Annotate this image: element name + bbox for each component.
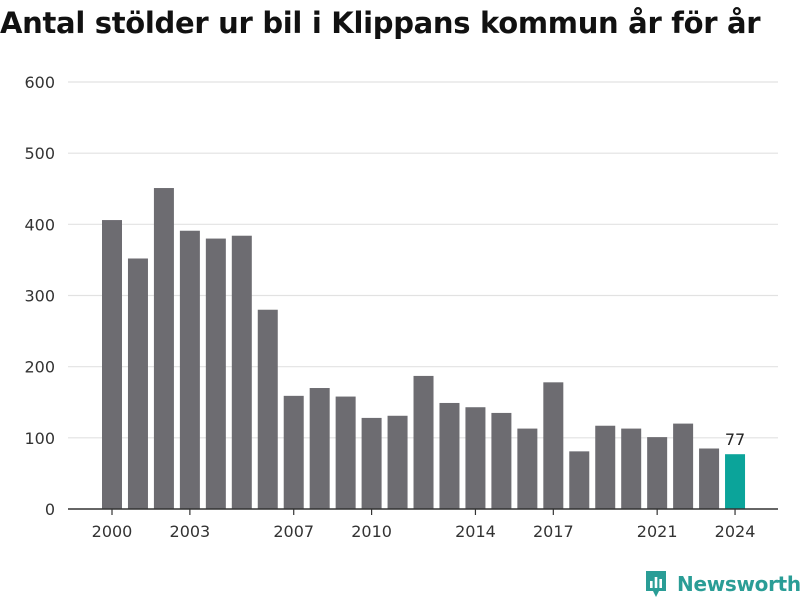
y-tick-label: 100	[24, 429, 55, 448]
x-tick-label: 2017	[533, 522, 574, 541]
brand-name: Newsworthy	[677, 572, 800, 596]
bar	[517, 429, 537, 509]
y-tick-label: 200	[24, 358, 55, 377]
bar	[258, 310, 278, 509]
y-tick-label: 0	[45, 500, 55, 519]
bar	[284, 396, 304, 509]
bar	[102, 220, 122, 509]
bar	[465, 407, 485, 509]
x-tick-label: 2014	[455, 522, 496, 541]
bar	[621, 429, 641, 509]
x-axis-ticks: 2000 2003 2007 2010 2014 2017 2021 2024	[92, 509, 756, 541]
bar	[414, 376, 434, 509]
x-tick-label: 2010	[351, 522, 392, 541]
bar	[154, 188, 174, 509]
y-tick-label: 600	[24, 73, 55, 92]
bar	[491, 413, 511, 509]
bar	[439, 403, 459, 509]
bar	[673, 424, 693, 509]
bar	[362, 418, 382, 509]
bar	[232, 236, 252, 509]
bar-chart: 0100200300400500600 77 2000 2003 2007 2010 2…	[0, 0, 800, 600]
bar	[206, 239, 226, 509]
data-label: 77	[725, 430, 745, 449]
x-tick-label: 2024	[715, 522, 756, 541]
bar	[595, 426, 615, 509]
x-tick-label: 2000	[92, 522, 133, 541]
newsworthy-logo-icon	[644, 569, 668, 599]
y-tick-label: 500	[24, 144, 55, 163]
bar	[725, 454, 745, 509]
bar	[180, 231, 200, 509]
bar	[310, 388, 330, 509]
data-labels: 77	[725, 430, 745, 449]
bars	[102, 188, 745, 509]
x-tick-label: 2007	[273, 522, 314, 541]
bar	[569, 451, 589, 509]
bar	[128, 258, 148, 509]
newsworthy-logo[interactable]: Newsworthy	[644, 568, 800, 600]
bar	[647, 437, 667, 509]
bar	[388, 416, 408, 509]
bar	[543, 382, 563, 509]
bar	[699, 449, 719, 509]
x-tick-label: 2021	[637, 522, 678, 541]
y-tick-label: 400	[24, 215, 55, 234]
x-tick-label: 2003	[170, 522, 211, 541]
bar	[336, 397, 356, 509]
y-axis-ticks: 0 100 200 300 400 500 600	[24, 73, 55, 519]
y-tick-label: 300	[24, 287, 55, 306]
